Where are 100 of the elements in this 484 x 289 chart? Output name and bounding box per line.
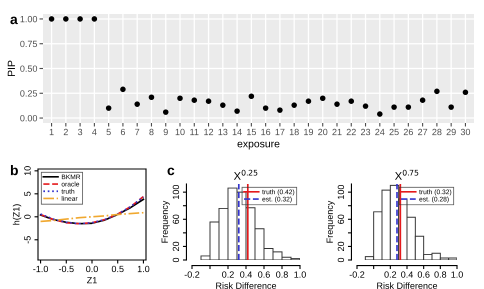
x-tick-label: 16 — [261, 128, 270, 136]
y-tick-label: 0 — [172, 258, 180, 262]
y-tick-label: 1.00 — [20, 16, 38, 22]
x-tick-label: 0.4 — [240, 271, 252, 278]
y-tick-label: 0 — [338, 258, 344, 262]
x-tick-label: 18 — [290, 128, 299, 136]
x-tick-label: 1.0 — [138, 266, 150, 272]
y-axis-title: h(Z1) — [12, 204, 22, 225]
x-tick-label: 27 — [418, 128, 428, 136]
x-tick-label: 0.0 — [86, 266, 98, 272]
x-tick-label: 11 — [190, 128, 199, 136]
x-tick-label: 4 — [92, 128, 97, 136]
x-tick-label: 2 — [64, 128, 68, 136]
x-tick-label: 0.5 — [112, 266, 124, 272]
point — [362, 103, 368, 109]
point — [377, 111, 383, 117]
point — [348, 98, 354, 104]
point — [434, 88, 440, 94]
point — [177, 95, 183, 102]
x-tick-label: 28 — [432, 128, 442, 136]
x-axis-title: Risk Difference — [377, 282, 438, 289]
point — [462, 90, 468, 96]
x-tick-label: 0.8 — [434, 271, 446, 278]
chart-title: X$^{0.25}$ — [234, 170, 258, 180]
point — [320, 95, 326, 102]
x-tick-label: 9 — [164, 128, 168, 136]
x-tick-label: 7 — [135, 128, 140, 136]
line-series — [40, 212, 144, 222]
x-tick-label: 3 — [78, 128, 82, 136]
x-tick-label: 1 — [50, 128, 54, 136]
point — [306, 98, 312, 104]
x-tick-label: 6 — [120, 128, 126, 136]
y-tick-label: 100 — [338, 184, 344, 199]
x-tick-label: 0.4 — [401, 271, 414, 278]
text: c — [168, 168, 174, 176]
x-tick-label: 13 — [218, 128, 228, 136]
point — [162, 109, 169, 115]
y-axis-title: PIP — [8, 60, 15, 76]
point — [48, 16, 54, 22]
y-tick-label: 100 — [172, 184, 180, 199]
point — [262, 105, 268, 111]
y-axis-title: Frequency — [162, 200, 170, 243]
x-axis-title: Z1 — [87, 277, 97, 284]
point — [420, 97, 426, 103]
point — [248, 93, 254, 100]
x-axis-title: Risk Difference — [216, 282, 276, 289]
point — [406, 104, 412, 110]
point — [220, 102, 226, 108]
y-axis-title: Frequency — [326, 200, 335, 243]
x-tick-label: 15 — [247, 128, 256, 136]
chart-title: X$^{0.75}$ — [394, 170, 418, 180]
y-tick-label: -5 — [24, 236, 31, 244]
x-tick-label: 0.8 — [276, 271, 288, 278]
y-tick-label: 0 — [24, 214, 31, 219]
y-tick-label: 0.50 — [20, 65, 38, 72]
x-tick-label: 0.6 — [258, 271, 270, 278]
point — [234, 108, 240, 114]
x-tick-label: 0.2 — [222, 271, 234, 278]
x-axis-title: exposure — [238, 142, 280, 150]
x-tick-label: 21 — [332, 128, 342, 136]
y-tick-label: 0.25 — [20, 90, 38, 97]
point — [291, 102, 297, 108]
x-tick-label: 19 — [304, 128, 314, 136]
x-tick-label: 1.0 — [451, 271, 463, 278]
x-tick-label: 20 — [318, 128, 328, 136]
x-tick-label: 24 — [375, 128, 385, 136]
y-tick-label: 20 — [172, 242, 180, 251]
x-tick-label: 14 — [232, 128, 242, 136]
x-tick-label: 23 — [360, 128, 370, 136]
x-tick-label: 0.6 — [418, 271, 430, 278]
point — [120, 86, 126, 92]
point — [391, 104, 397, 110]
x-tick-label: 5 — [106, 128, 111, 136]
x-tick-label: 22 — [346, 128, 356, 136]
x-tick-label: 30 — [460, 128, 470, 136]
y-tick-label: 10 — [24, 166, 31, 176]
y-tick-label: 60 — [338, 214, 344, 224]
x-tick-label: 17 — [276, 128, 284, 136]
x-tick-label: 12 — [204, 128, 214, 136]
x-tick-label: -0.5 — [58, 266, 74, 272]
x-tick-label: 26 — [404, 128, 413, 136]
x-tick-label: 1.0 — [294, 271, 306, 278]
point — [134, 101, 140, 107]
x-tick-label: -0.2 — [184, 271, 200, 278]
point — [92, 16, 98, 22]
y-tick-label: 0.00 — [20, 115, 38, 122]
point — [277, 107, 283, 113]
y-tick-label: 60 — [172, 214, 180, 224]
y-tick-label: 20 — [338, 242, 344, 251]
x-tick-label: -1.0 — [33, 266, 48, 272]
x-tick-label: 0.2 — [384, 271, 396, 278]
text: a — [10, 16, 18, 24]
point — [334, 101, 340, 107]
point — [206, 98, 212, 104]
text: b — [10, 165, 18, 176]
point — [63, 16, 69, 22]
x-tick-label: 29 — [446, 128, 456, 136]
y-tick-label: 5 — [24, 192, 31, 196]
y-tick-label: 0.75 — [20, 40, 38, 48]
point — [106, 105, 112, 111]
